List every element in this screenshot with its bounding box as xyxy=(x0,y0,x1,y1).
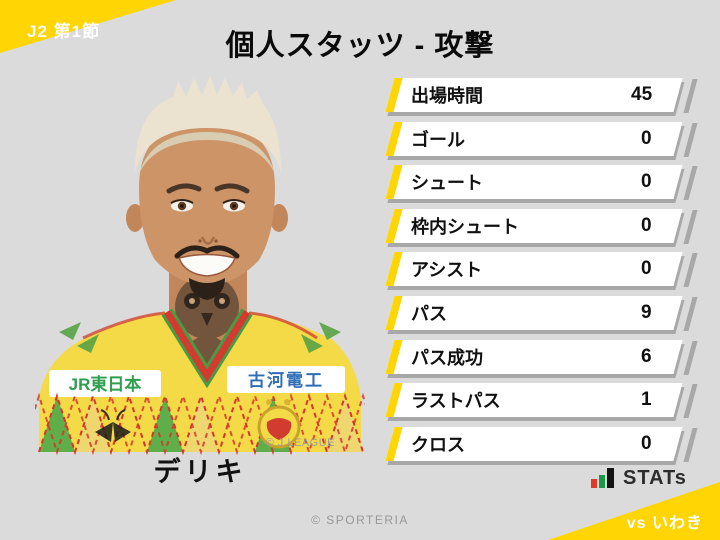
stat-value: 45 xyxy=(630,84,652,105)
player-photo: JR東日本 古河電工 xyxy=(20,70,382,456)
club-crest xyxy=(257,399,301,449)
stat-value: 0 xyxy=(641,258,652,280)
stat-value: 9 xyxy=(641,301,652,323)
stat-label: クロス xyxy=(411,434,465,455)
stat-row-passes: パス 9 xyxy=(385,295,698,331)
stat-row-appearance-time: 出場時間 45 xyxy=(385,78,698,113)
slash-decoration xyxy=(683,296,698,331)
ear xyxy=(126,204,144,232)
slash-decoration xyxy=(683,340,698,375)
nose xyxy=(200,236,216,245)
eyebrow xyxy=(166,183,202,194)
sponsor-patch-left xyxy=(49,370,161,397)
slash-decoration xyxy=(683,253,698,288)
collar-red-trim xyxy=(164,310,250,383)
stat-value: 0 xyxy=(641,127,652,149)
stat-label: 枠内シュート xyxy=(411,216,519,237)
stat-row-key-passes: ラストパス 1 xyxy=(385,383,698,419)
player-hair xyxy=(135,76,281,172)
player-face xyxy=(139,120,275,286)
shoulder-pattern xyxy=(59,322,341,353)
ear xyxy=(270,204,288,232)
stat-label: ラストパス xyxy=(411,391,501,412)
slash-decoration xyxy=(683,166,698,201)
stat-row-passes-completed: パス成功 6 xyxy=(385,339,698,375)
stat-label: ゴール xyxy=(411,129,465,150)
stat-value: 0 xyxy=(641,432,652,454)
bar-chart-icon xyxy=(591,468,614,488)
player-name: デリキ xyxy=(153,457,247,487)
page-title: 個人スタッツ - 攻撃 xyxy=(225,30,495,62)
stat-row-goals: ゴール 0 xyxy=(385,121,698,157)
goatee xyxy=(189,278,225,300)
stat-label: アシスト xyxy=(411,260,483,281)
stat-label: パス xyxy=(411,303,447,324)
slash-decoration xyxy=(683,122,698,157)
stats-list: 出場時間 45 ゴール 0 シュート 0 枠内シュート 0 xyxy=(385,78,698,470)
stat-row-shots: シュート 0 xyxy=(385,165,698,201)
stat-label: 出場時間 xyxy=(411,86,483,106)
stats-brand-text: STATs xyxy=(623,467,687,489)
stat-value: 1 xyxy=(641,389,652,411)
opponent-label: vs いわき xyxy=(626,515,703,532)
stat-row-shots-on-target: 枠内シュート 0 xyxy=(385,208,698,244)
sponsor-patch-right xyxy=(227,366,345,393)
player-portrait-illustration: JR東日本 古河電工 xyxy=(20,76,382,456)
sponsor-text-right: 古河電工 xyxy=(248,370,324,390)
stat-label: パス成功 xyxy=(411,347,483,368)
stats-brand: STATs xyxy=(591,466,687,489)
stat-label: シュート xyxy=(411,173,483,194)
copyright: © SPORTERIA xyxy=(311,513,409,527)
sponsor-text-left: JR東日本 xyxy=(69,374,142,394)
stat-value: 0 xyxy=(641,214,652,236)
stat-row-crosses: クロス 0 xyxy=(385,426,698,462)
slash-decoration xyxy=(683,384,698,419)
mustache xyxy=(174,245,240,259)
slash-decoration xyxy=(683,209,698,244)
round-label: J2 第1節 xyxy=(27,22,101,41)
butterfly-mark xyxy=(95,409,131,442)
slash-decoration xyxy=(683,79,698,113)
photo-credit: © J.LEAGUE xyxy=(265,437,335,449)
stat-value: 0 xyxy=(641,171,652,193)
stat-value: 6 xyxy=(641,345,652,367)
stat-row-assists: アシスト 0 xyxy=(385,252,698,288)
eyebrow xyxy=(214,183,250,194)
slash-decoration xyxy=(683,427,698,462)
mouth xyxy=(178,253,236,277)
eyes xyxy=(170,199,246,212)
